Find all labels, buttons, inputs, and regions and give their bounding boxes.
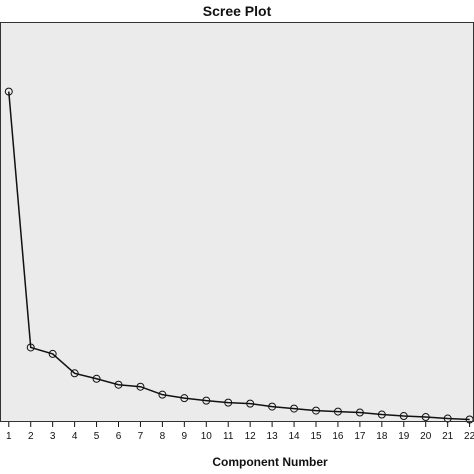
x-tick-label-18: 18 <box>376 431 388 442</box>
x-tick-label-7: 7 <box>138 431 144 442</box>
data-point-20 <box>421 413 430 422</box>
x-tick-label-20: 20 <box>420 431 432 442</box>
data-point-1 <box>4 87 13 96</box>
x-tick-label-19: 19 <box>398 431 410 442</box>
x-tick-label-22: 22 <box>464 431 474 442</box>
x-tick-label-3: 3 <box>50 431 56 442</box>
data-point-7 <box>136 382 145 391</box>
x-tick-label-12: 12 <box>245 431 257 442</box>
x-axis: 1 2 3 4 5 6 7 8 9 10 11 12 13 14 15 16 17 18 19 20 21 22 <box>6 422 474 442</box>
x-tick-label-11: 11 <box>223 431 234 442</box>
data-point-17 <box>355 408 364 417</box>
data-point-15 <box>312 406 320 415</box>
data-point-13 <box>268 402 277 411</box>
data-point-10 <box>202 396 211 405</box>
data-point-11 <box>224 398 233 407</box>
data-point-2 <box>26 343 35 352</box>
data-point-9 <box>180 394 189 403</box>
x-tick-label-16: 16 <box>332 431 344 442</box>
data-point-14 <box>290 404 299 413</box>
series-group <box>4 87 474 424</box>
series-line-0 <box>8 91 470 421</box>
x-tick-label-6: 6 <box>116 431 122 442</box>
data-point-6 <box>114 380 123 389</box>
x-tick-label-10: 10 <box>201 431 213 442</box>
x-tick-label-5: 5 <box>94 431 100 442</box>
x-tick-label-17: 17 <box>354 431 366 442</box>
data-point-8 <box>158 390 167 399</box>
plot-area <box>0 22 474 422</box>
x-tick-label-15: 15 <box>310 431 322 442</box>
data-point-18 <box>377 410 386 419</box>
data-point-19 <box>399 412 408 421</box>
x-tick-label-21: 21 <box>442 431 454 442</box>
data-point-12 <box>246 399 255 408</box>
data-point-5 <box>92 374 101 383</box>
x-tick-label-14: 14 <box>288 431 300 442</box>
data-point-16 <box>333 407 342 416</box>
x-tick-label-4: 4 <box>72 431 78 442</box>
x-tick-label-9: 9 <box>182 431 188 442</box>
x-tick-label-13: 13 <box>267 431 279 442</box>
x-tick-label-8: 8 <box>160 431 166 442</box>
data-point-4 <box>70 369 79 378</box>
chart-title: Scree Plot <box>203 3 272 19</box>
x-tick-label-2: 2 <box>28 431 34 442</box>
x-axis-label: Component Number <box>212 455 328 469</box>
x-tick-label-1: 1 <box>6 431 12 442</box>
data-point-3 <box>48 349 57 358</box>
